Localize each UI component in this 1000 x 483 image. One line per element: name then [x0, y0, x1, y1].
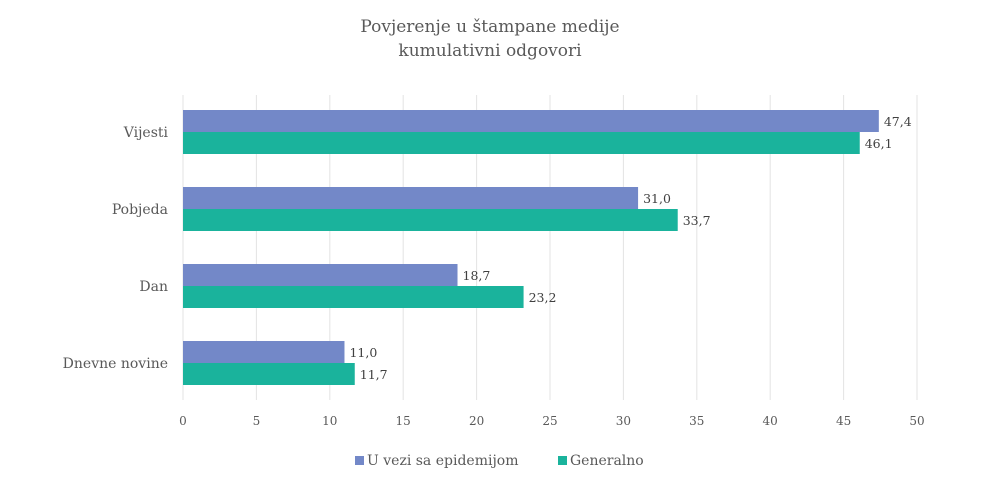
data-label: 46,1	[865, 136, 893, 151]
data-label: 31,0	[643, 191, 671, 206]
bars	[183, 110, 879, 385]
bar-general	[183, 286, 524, 308]
data-label: 23,2	[529, 290, 557, 305]
category-label: Dan	[139, 279, 168, 295]
category-label: Pobjeda	[112, 202, 168, 218]
x-tick-label: 30	[616, 414, 631, 428]
chart-title: Povjerenje u štampane medije	[360, 17, 619, 37]
x-tick-label: 25	[542, 414, 557, 428]
category-label: Vijesti	[123, 125, 169, 141]
y-axis: Vijesti Pobjeda Dan Dnevne novine	[63, 125, 169, 372]
x-tick-label: 10	[322, 414, 337, 428]
x-tick-label: 35	[689, 414, 704, 428]
category-label: Dnevne novine	[63, 356, 168, 372]
legend: U vezi sa epidemijom Generalno	[355, 453, 644, 469]
legend-swatch-general	[558, 456, 567, 465]
x-tick-label: 50	[909, 414, 924, 428]
bar-general	[183, 132, 860, 154]
data-label: 33,7	[683, 213, 711, 228]
legend-label-epidemic: U vezi sa epidemijom	[367, 453, 519, 469]
data-label: 18,7	[463, 268, 491, 283]
x-tick-label: 45	[836, 414, 851, 428]
data-labels: 47,4 46,1 31,0 33,7 18,7 23,2 11,0 11,7	[349, 114, 911, 382]
data-label: 11,0	[349, 345, 377, 360]
chart-subtitle: kumulativni odgovori	[398, 41, 582, 61]
legend-label-general: Generalno	[570, 453, 644, 469]
x-axis: 0 5 10 15 20 25 30 35 40 45 50	[179, 414, 924, 428]
x-tick-label: 20	[469, 414, 484, 428]
bar-general	[183, 209, 678, 231]
x-tick-label: 0	[179, 414, 187, 428]
x-tick-label: 5	[253, 414, 261, 428]
data-label: 47,4	[884, 114, 912, 129]
bar-general	[183, 363, 355, 385]
bar-epidemic	[183, 341, 345, 363]
bar-epidemic	[183, 264, 458, 286]
x-tick-label: 15	[396, 414, 411, 428]
data-label: 11,7	[360, 367, 388, 382]
x-tick-label: 40	[763, 414, 778, 428]
legend-swatch-epidemic	[355, 456, 364, 465]
bar-epidemic	[183, 187, 639, 209]
bar-epidemic	[183, 110, 879, 132]
